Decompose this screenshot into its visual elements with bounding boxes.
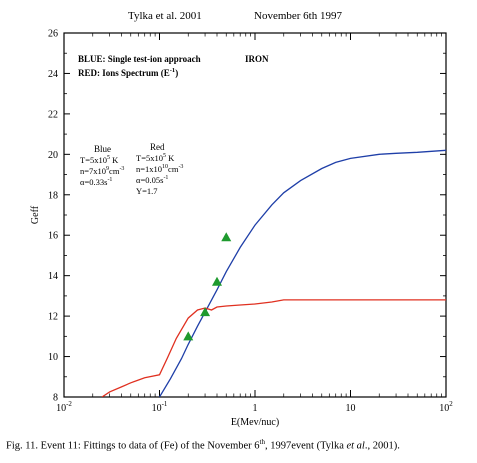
x-tick-label: 10-2: [56, 400, 72, 414]
x-axis-label: E(Mev/nuc): [231, 417, 279, 428]
legend-species: IRON: [245, 54, 269, 64]
params-red-sup2: -3: [178, 164, 183, 170]
x-tick-label: 102: [439, 400, 453, 414]
params-red-line: n=1x1010cm-3: [136, 164, 183, 174]
params-blue-pre: T=5x10: [80, 155, 107, 165]
header-date: November 6th 1997: [254, 10, 342, 22]
params-red-line: α=0.05s-1: [136, 175, 168, 185]
caption-suffix: ., 2001).: [364, 440, 400, 452]
y-tick-label: 26: [48, 29, 58, 40]
caption-mid: , 1997event (Tylka: [264, 440, 347, 452]
legend-red-text: RED: Ions Spectrum (E: [78, 68, 170, 78]
x-tick-base: 10: [439, 403, 449, 414]
caption-prefix: Fig. 11. Event 11: Fittings to data of (…: [6, 440, 260, 452]
params-red-line: Y=1.7: [136, 186, 158, 196]
params-red-post: K: [166, 153, 175, 163]
params-red-pre: T=5x10: [136, 153, 163, 163]
y-tick-label: 24: [48, 69, 58, 80]
y-tick-label: 12: [48, 312, 58, 323]
params-red-line: T=5x105 K: [136, 153, 175, 163]
y-tick-label: 20: [48, 150, 58, 161]
x-tick-exp: 2: [449, 400, 453, 408]
params-red-header: Red: [150, 142, 165, 152]
x-tick-label: 10-1: [152, 400, 168, 414]
series-line-0: [158, 149, 446, 397]
params-red-sup: -1: [163, 175, 168, 181]
y-tick-label: 22: [48, 109, 58, 120]
params-red-sup: 5: [163, 153, 166, 159]
y-tick-label: 10: [48, 352, 58, 363]
data-point: [183, 331, 194, 341]
series-line-1: [101, 299, 446, 397]
y-tick-label: 18: [48, 190, 58, 201]
y-tick-label: 8: [53, 393, 58, 404]
params-blue-line: α=0.33s-1: [80, 177, 112, 187]
params-blue-sup: 5: [107, 155, 110, 161]
params-red-pre: Y=1.7: [136, 186, 158, 196]
y-tick-label: 16: [48, 231, 58, 242]
params-blue-post: K: [110, 155, 119, 165]
x-tick-label: 1: [253, 403, 258, 414]
legend-blue-label: BLUE: Single test-ion approach: [78, 54, 201, 64]
x-tick-exp: -1: [162, 400, 168, 408]
caption-em: et al: [346, 440, 365, 452]
params-red-pre: n=1x10: [136, 164, 162, 174]
params-blue-sup2: -3: [119, 166, 124, 172]
params-blue-header: Blue: [94, 144, 111, 154]
params-blue-sup: -1: [107, 177, 112, 183]
params-red-pre: α=0.05s: [136, 175, 163, 185]
x-tick-base: 10: [152, 403, 162, 414]
params-blue-pre: α=0.33s: [80, 177, 107, 187]
x-tick-exp: -2: [66, 400, 72, 408]
x-tick-base: 1: [253, 403, 258, 414]
caption-sup: th: [259, 438, 265, 446]
header-author: Tylka et al. 2001: [128, 10, 202, 22]
params-blue-sup: 9: [106, 166, 109, 172]
y-tick-label: 14: [48, 271, 58, 282]
plot-frame: [63, 32, 447, 398]
data-point: [211, 276, 222, 286]
legend-red-label: RED: Ions Spectrum (E-1): [78, 67, 178, 78]
params-red-sup: 10: [162, 164, 168, 170]
data-point: [221, 232, 232, 242]
params-blue-pre: n=7x10: [80, 166, 106, 176]
params-blue-line: n=7x109cm-3: [80, 166, 124, 176]
legend-red-end: ): [175, 68, 178, 78]
legend-red-exp: -1: [170, 67, 175, 74]
x-tick-base: 10: [346, 403, 356, 414]
data-point: [200, 307, 211, 317]
x-tick-label: 10: [346, 403, 356, 414]
y-axis-label: Geff: [30, 205, 41, 224]
params-red-post: cm: [168, 164, 179, 174]
params-blue-line: T=5x105 K: [80, 155, 119, 165]
figure-caption: Fig. 11. Event 11: Fittings to data of (…: [6, 438, 476, 452]
x-tick-base: 10: [56, 403, 66, 414]
params-blue-post: cm: [109, 166, 120, 176]
